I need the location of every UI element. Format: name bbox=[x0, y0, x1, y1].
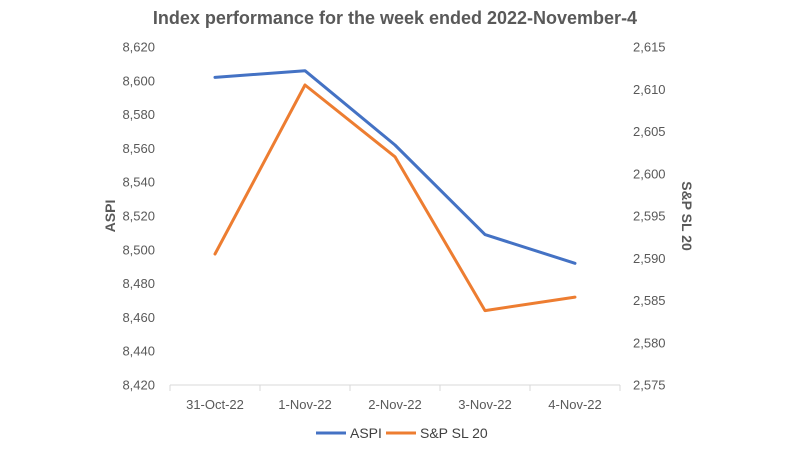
right-tick-label: 2,580 bbox=[633, 335, 666, 350]
left-tick-label: 8,500 bbox=[122, 242, 155, 257]
right-tick-label: 2,600 bbox=[633, 166, 666, 181]
right-axis-title: S&P SL 20 bbox=[679, 181, 695, 251]
left-tick-label: 8,620 bbox=[122, 40, 155, 55]
right-tick-label: 2,615 bbox=[633, 40, 666, 55]
left-axis-ticks: 8,420 8,440 8,460 8,480 8,500 8,520 8,540 8,560… bbox=[122, 40, 155, 393]
left-tick-label: 8,460 bbox=[122, 310, 155, 325]
legend: ASPI S&P SL 20 bbox=[316, 425, 488, 441]
left-tick-label: 8,440 bbox=[122, 344, 155, 359]
right-tick-label: 2,585 bbox=[633, 293, 666, 308]
right-tick-label: 2,590 bbox=[633, 251, 666, 266]
left-tick-label: 8,600 bbox=[122, 73, 155, 88]
left-tick-label: 8,520 bbox=[122, 209, 155, 224]
x-tick-label: 3-Nov-22 bbox=[458, 397, 511, 412]
right-tick-label: 2,605 bbox=[633, 124, 666, 139]
left-tick-label: 8,580 bbox=[122, 107, 155, 122]
legend-label-sp-sl20: S&P SL 20 bbox=[420, 425, 488, 441]
left-axis-title: ASPI bbox=[102, 200, 118, 233]
x-axis-ticks: 31-Oct-22 1-Nov-22 2-Nov-22 3-Nov-22 4-Nov-2… bbox=[169, 385, 621, 412]
left-tick-label: 8,540 bbox=[122, 175, 155, 190]
chart-title: Index performance for the week ended 202… bbox=[153, 8, 637, 28]
legend-label-aspi: ASPI bbox=[350, 425, 382, 441]
x-tick-label: 1-Nov-22 bbox=[278, 397, 331, 412]
left-tick-label: 8,560 bbox=[122, 141, 155, 156]
x-tick-label: 2-Nov-22 bbox=[368, 397, 421, 412]
series-line-aspi bbox=[213, 69, 577, 265]
series-lines bbox=[213, 69, 577, 313]
right-axis-ticks: 2,575 2,580 2,585 2,590 2,595 2,600 2,605 2,610… bbox=[633, 40, 666, 393]
left-tick-label: 8,480 bbox=[122, 276, 155, 291]
x-tick-label: 31-Oct-22 bbox=[186, 397, 244, 412]
left-tick-label: 8,420 bbox=[122, 378, 155, 393]
right-tick-label: 2,610 bbox=[633, 82, 666, 97]
right-tick-label: 2,575 bbox=[633, 378, 666, 393]
x-tick-label: 4-Nov-22 bbox=[548, 397, 601, 412]
right-tick-label: 2,595 bbox=[633, 209, 666, 224]
series-line-s-p-sl-20 bbox=[213, 83, 577, 313]
